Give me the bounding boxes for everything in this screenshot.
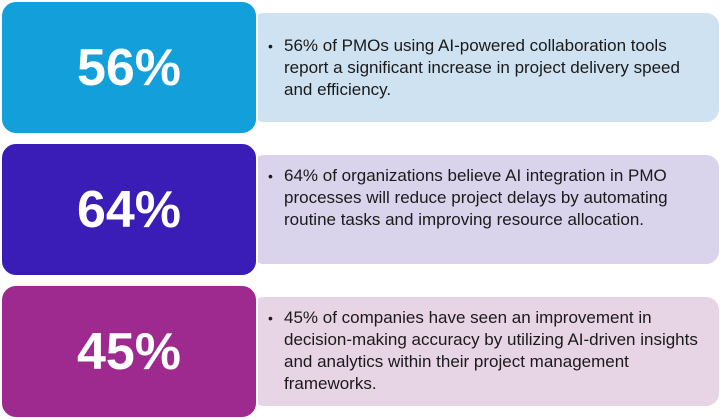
text-panel: • 64% of organizations believe AI integra… — [250, 154, 720, 265]
stat-value: 56% — [76, 38, 182, 97]
description: • 45% of companies have seen an improveme… — [268, 307, 708, 395]
bullet: • — [268, 168, 273, 184]
description-text: 56% of PMOs using AI-powered collaborati… — [284, 36, 680, 99]
stat-row: • 56% of PMOs using AI-powered collaborat… — [0, 0, 722, 135]
bullet: • — [268, 38, 273, 54]
stat-value: 45% — [76, 322, 182, 381]
text-panel: • 56% of PMOs using AI-powered collaborat… — [250, 12, 720, 123]
text-panel: • 45% of companies have seen an improveme… — [250, 296, 720, 407]
stat-box: 64% — [0, 142, 258, 277]
description: • 64% of organizations believe AI integra… — [268, 165, 708, 231]
stat-value: 64% — [76, 180, 182, 239]
description-text: 45% of companies have seen an improvemen… — [284, 308, 698, 393]
stat-row: • 45% of companies have seen an improveme… — [0, 284, 722, 419]
description: • 56% of PMOs using AI-powered collaborat… — [268, 35, 708, 101]
description-text: 64% of organizations believe AI integrat… — [284, 166, 668, 229]
stat-box: 45% — [0, 284, 258, 419]
stat-row: • 64% of organizations believe AI integra… — [0, 142, 722, 277]
stat-box: 56% — [0, 0, 258, 135]
bullet: • — [268, 310, 273, 326]
